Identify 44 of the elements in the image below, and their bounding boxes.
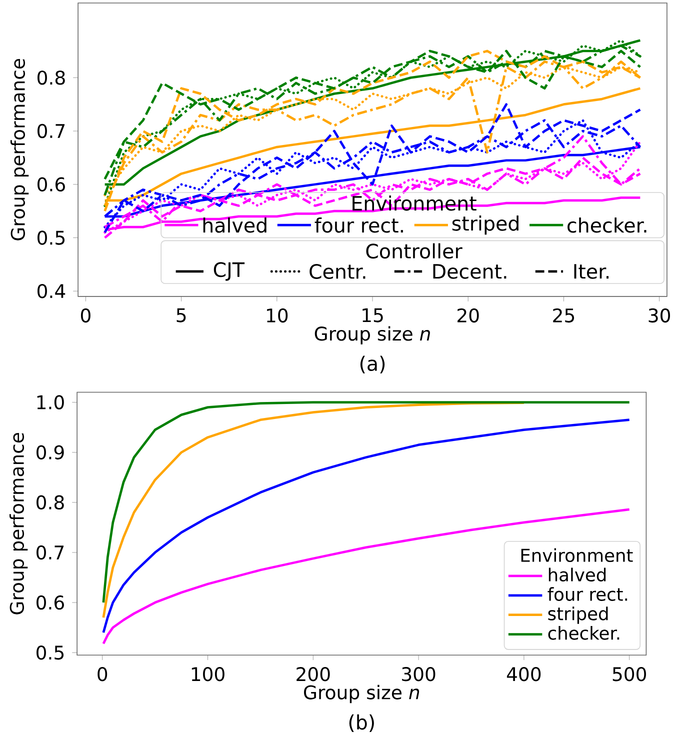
annotation: Iter.: [574, 264, 609, 279]
x-tick-label: 300: [402, 667, 436, 682]
y-axis-title: Group performance: [10, 58, 29, 240]
legend-label: striped: [548, 606, 608, 624]
legend-label: four rect.: [314, 217, 404, 233]
y-tick-label: 0.8: [38, 70, 65, 85]
annotation: Centr.: [310, 264, 366, 279]
legend-label: halved: [549, 568, 606, 582]
x-tick-label: 20: [458, 308, 479, 323]
x-tick-label: 200: [296, 667, 330, 682]
annotation: Decent.: [433, 264, 506, 279]
y-axis-title: Group performance: [10, 432, 28, 614]
y-tick-label: 0.6: [38, 177, 66, 192]
x-tick-label: 5: [176, 308, 186, 322]
x-tick-label: 100: [192, 667, 225, 682]
x-tick-label: 0: [98, 667, 108, 682]
annotation: CJT: [214, 262, 245, 281]
legend-label: halved: [204, 217, 266, 233]
x-axis-title: Group size n: [304, 684, 420, 704]
y-tick-label: 0.5: [36, 645, 64, 660]
y-tick-label: 0.7: [36, 545, 64, 560]
legend-label: striped: [452, 216, 519, 235]
x-tick-label: 400: [507, 667, 541, 682]
x-tick-label: 25: [553, 308, 574, 323]
text: (a): [360, 356, 385, 374]
legend-label: four rect.: [548, 587, 628, 601]
legend-label: checker.: [548, 626, 620, 640]
x-tick-label: 500: [613, 667, 646, 682]
y-tick-label: 0.9: [36, 445, 64, 460]
text: (b): [350, 714, 374, 732]
y-tick-label: 0.7: [38, 124, 65, 138]
annotation: Controller: [366, 243, 462, 259]
y-tick-label: 0.4: [38, 284, 66, 298]
y-tick-label: 0.8: [36, 495, 64, 510]
x-tick-label: 0: [81, 308, 91, 323]
x-axis-title: Group size n: [315, 326, 430, 344]
legend-title: Environment: [522, 548, 633, 562]
legend-label: checker.: [568, 217, 646, 233]
x-tick-label: 10: [267, 308, 288, 323]
x-tick-label: 30: [648, 308, 670, 323]
y-tick-label: 0.5: [38, 230, 65, 245]
x-tick-label: 15: [362, 308, 383, 322]
y-tick-label: 0.6: [36, 595, 64, 610]
y-tick-label: 1.0: [38, 395, 64, 410]
